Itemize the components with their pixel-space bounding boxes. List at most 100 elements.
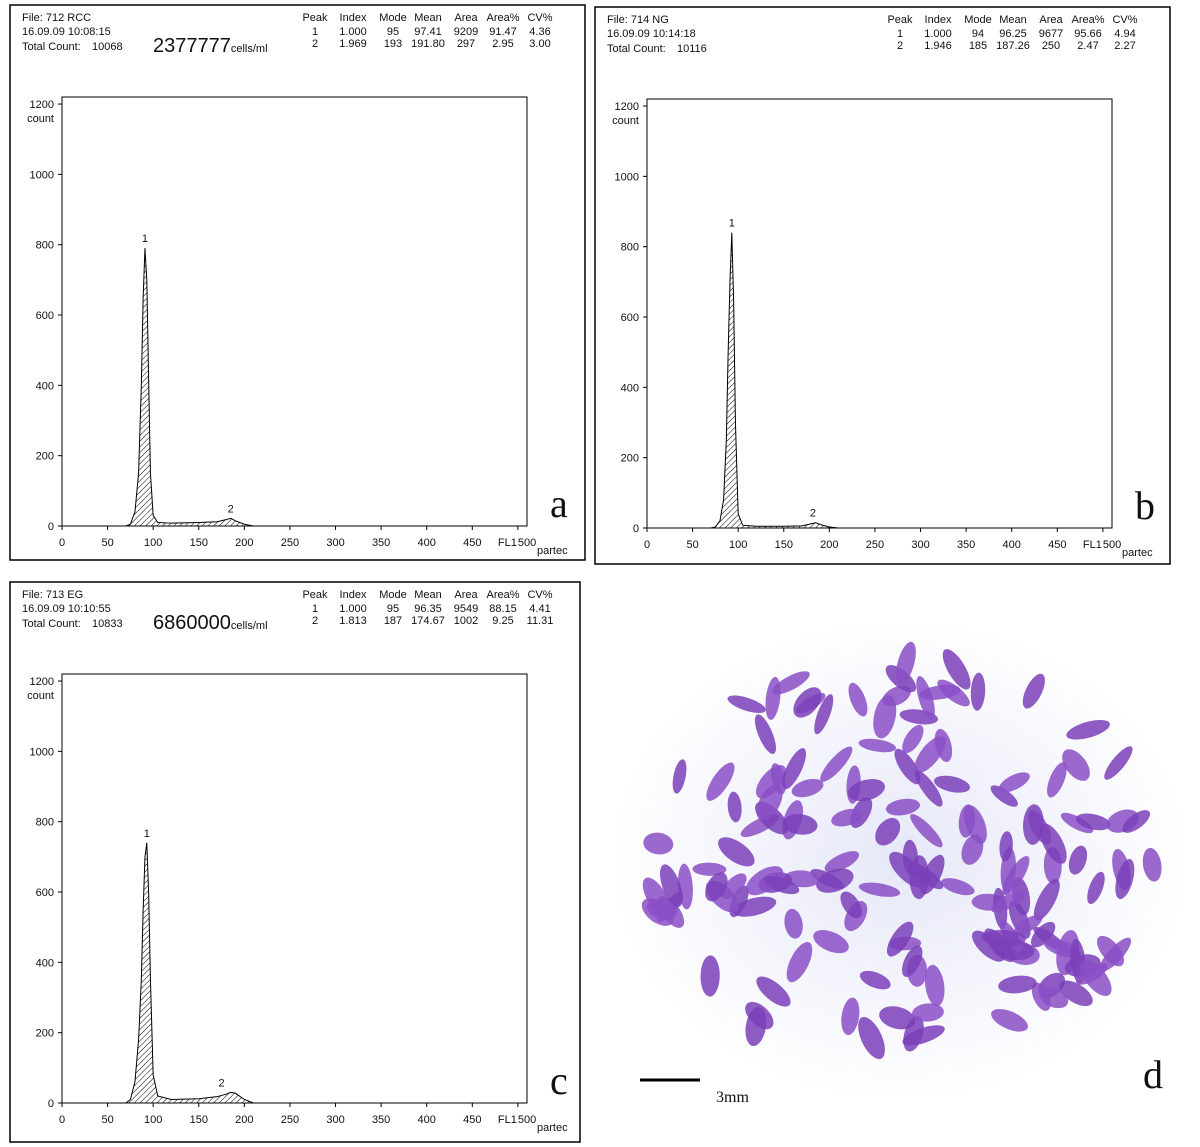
total-count: 10068 <box>92 41 123 53</box>
chromosome <box>1002 855 1030 896</box>
chromosome <box>1060 812 1094 834</box>
chromosome <box>942 649 971 690</box>
stats-cell: 187.26 <box>996 40 1030 52</box>
chromosome <box>816 868 854 893</box>
chromosome <box>991 1008 1028 1032</box>
chromosome <box>858 1016 885 1060</box>
y-tick-label: 200 <box>36 1028 54 1040</box>
x-tick-label: 350 <box>957 539 975 551</box>
chromosome <box>840 891 862 919</box>
x-tick-label: 0 <box>59 1114 65 1126</box>
histogram-area <box>62 248 518 527</box>
chromosome <box>782 814 818 835</box>
peak-label: 1 <box>144 828 150 840</box>
chromosome <box>858 882 901 897</box>
chromosome <box>643 832 674 855</box>
stats-cell: 1.813 <box>339 615 367 627</box>
concentration-value: 2377777 <box>153 35 231 57</box>
x-tick-label: 350 <box>372 537 390 549</box>
stats-cell: 174.67 <box>411 615 445 627</box>
chromosome <box>859 970 891 990</box>
x-tick-label: 400 <box>1003 539 1021 551</box>
stats-header: Index <box>340 589 367 601</box>
concentration-unit: cells/ml <box>231 43 268 55</box>
stats-header: Area% <box>486 12 519 24</box>
chromosome <box>990 785 1018 807</box>
chromosome <box>963 805 987 844</box>
y-tick-label: 1200 <box>30 99 54 111</box>
total-count-label: Total Count: <box>22 618 81 630</box>
stats-header: Mode <box>379 589 407 601</box>
x-tick-label: 200 <box>235 1114 253 1126</box>
x-tick-label: 500 <box>518 1114 536 1126</box>
y-tick-label: 1000 <box>30 169 54 181</box>
y-tick-label: 0 <box>633 523 639 535</box>
chromosome <box>1022 804 1044 845</box>
y-axis-label: count <box>612 115 639 127</box>
stats-cell: 1.946 <box>924 40 952 52</box>
peak-label: 1 <box>729 218 735 230</box>
x-axis-label: FL1 <box>1083 539 1102 551</box>
chromosome <box>934 775 971 793</box>
chromosome <box>941 878 975 896</box>
stats-cell: 1002 <box>454 615 478 627</box>
chromosomes <box>641 641 1162 1060</box>
panel-border <box>9 581 581 1143</box>
x-tick-label: 250 <box>281 1114 299 1126</box>
total-count: 10833 <box>92 618 123 630</box>
chromosome <box>858 738 897 753</box>
stats-header: Mode <box>964 14 992 26</box>
stats-cell: 3.00 <box>529 38 550 50</box>
timestamp: 16.09.09 10:10:55 <box>22 603 111 615</box>
stats-cell: 1.969 <box>339 38 367 50</box>
stats-cell: 2 <box>312 615 318 627</box>
x-axis-label: FL1 <box>498 537 517 549</box>
chromosome <box>764 875 800 895</box>
chromosome <box>824 851 860 873</box>
chromosome <box>907 862 944 890</box>
y-tick-label: 1200 <box>30 676 54 688</box>
chromosome <box>784 908 803 939</box>
chromosome <box>820 746 853 782</box>
stats-cell: 88.15 <box>489 603 517 615</box>
chromosome <box>886 921 914 957</box>
stats-cell: 11.31 <box>527 615 554 627</box>
stats-cell: 1.000 <box>924 28 952 40</box>
panel-label: d <box>1143 1052 1163 1097</box>
stats-cell: 2.95 <box>492 38 513 50</box>
y-tick-label: 1000 <box>30 746 54 758</box>
y-axis-label: count <box>27 690 54 702</box>
x-tick-label: 400 <box>418 537 436 549</box>
stats-cell: 95 <box>387 26 399 38</box>
x-tick-label: 100 <box>144 537 162 549</box>
stats-cell: 95 <box>387 603 399 615</box>
stats-cell: 9209 <box>454 26 478 38</box>
chromosome <box>847 779 886 802</box>
chromosome <box>705 872 728 902</box>
file-name: File: 712 RCC <box>22 12 91 24</box>
stats-cell: 1 <box>897 28 903 40</box>
stats-cell: 2 <box>312 38 318 50</box>
chromosome <box>721 873 747 899</box>
chromosome <box>813 930 849 954</box>
file-name: File: 713 EG <box>22 589 83 601</box>
chromosome <box>1068 845 1088 875</box>
x-tick-label: 500 <box>518 537 536 549</box>
stats-header: CV% <box>527 12 552 24</box>
x-tick-label: 250 <box>281 537 299 549</box>
chromosome <box>1115 859 1135 900</box>
panel-label: a <box>550 481 568 526</box>
x-tick-label: 0 <box>59 537 65 549</box>
stats-cell: 250 <box>1042 40 1060 52</box>
y-tick-label: 400 <box>36 957 54 969</box>
stats-header: CV% <box>1112 14 1137 26</box>
chromosome <box>875 817 901 846</box>
chromosome <box>1087 871 1105 905</box>
chromosome <box>1022 673 1045 709</box>
stats-cell: 91.47 <box>489 26 517 38</box>
stats-cell: 1 <box>312 603 318 615</box>
y-axis-label: count <box>27 113 54 125</box>
y-tick-label: 600 <box>621 312 639 324</box>
plot-frame <box>646 98 1113 529</box>
peak-label: 2 <box>218 1077 224 1089</box>
